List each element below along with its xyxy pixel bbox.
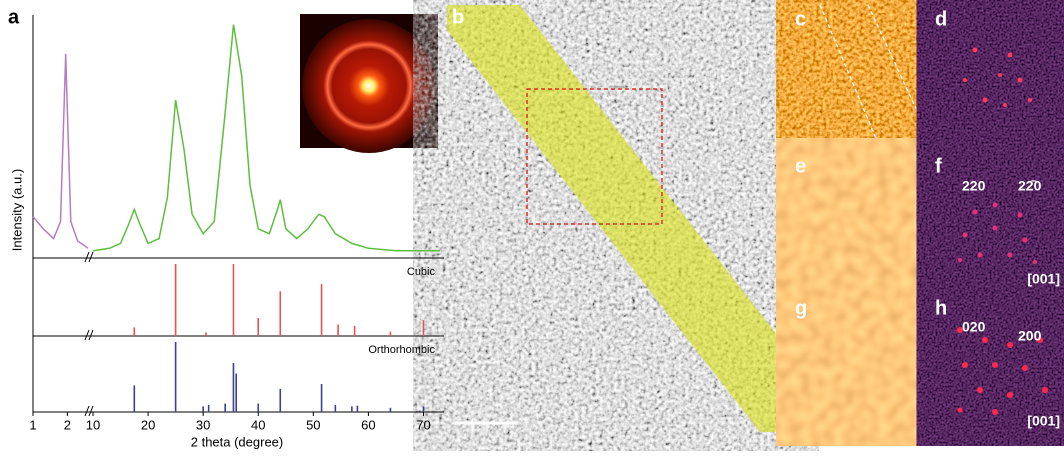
x-axis-label: 2 theta (degree) bbox=[191, 434, 284, 449]
panel-label: e bbox=[795, 155, 806, 177]
axis-break bbox=[84, 329, 90, 341]
annotation: [001] bbox=[1027, 413, 1060, 429]
selection-box bbox=[526, 88, 663, 225]
annotation: 200 bbox=[1018, 328, 1042, 344]
panel-label: h bbox=[935, 297, 947, 319]
x-tick-label: 40 bbox=[251, 417, 265, 432]
image-g bbox=[790, 294, 926, 432]
annotation: [001] bbox=[1027, 271, 1060, 287]
x-tick-label: 10 bbox=[86, 417, 100, 432]
x-tick-label: 20 bbox=[141, 417, 155, 432]
axis-break bbox=[84, 251, 90, 263]
fft-spots bbox=[958, 202, 1037, 264]
highlight-band bbox=[447, 5, 785, 432]
x-tick-label: 50 bbox=[306, 417, 320, 432]
annotation: 22̄0 bbox=[1018, 178, 1042, 194]
x-tick-label: 1 bbox=[29, 417, 36, 432]
axis-break bbox=[88, 405, 94, 417]
axis-break bbox=[84, 405, 90, 417]
pattern-label: Orthorhombic bbox=[368, 344, 435, 356]
xrd-curve bbox=[32, 53, 89, 249]
panel-label: d bbox=[935, 8, 947, 30]
x-tick-label: 2 bbox=[64, 417, 71, 432]
panel-label: f bbox=[935, 155, 942, 177]
panel-label: a bbox=[8, 6, 20, 28]
panel-label: g bbox=[795, 297, 807, 319]
image-d bbox=[930, 5, 1064, 148]
panel-label: b bbox=[452, 6, 464, 28]
y-axis-label: Intensity (a.u.) bbox=[9, 169, 24, 251]
annotation: 020 bbox=[962, 319, 986, 335]
fft-spots bbox=[957, 327, 1048, 415]
x-tick-label: 30 bbox=[196, 417, 210, 432]
image-e bbox=[790, 152, 926, 290]
image-f bbox=[930, 152, 1064, 290]
x-tick-label: 70 bbox=[416, 417, 430, 432]
axis-break bbox=[88, 329, 94, 341]
annotation: 220 bbox=[962, 178, 986, 194]
inset-pattern bbox=[302, 19, 436, 153]
axis-break bbox=[88, 251, 94, 263]
x-tick-label: 60 bbox=[361, 417, 375, 432]
fft-spots bbox=[963, 47, 1032, 107]
image-c bbox=[790, 5, 926, 148]
xrd-curve bbox=[92, 24, 440, 252]
dashed-line bbox=[867, 4, 927, 131]
pattern-label: Cubic bbox=[407, 266, 436, 278]
dashed-line bbox=[819, 4, 881, 149]
panel-label: c bbox=[795, 8, 806, 30]
